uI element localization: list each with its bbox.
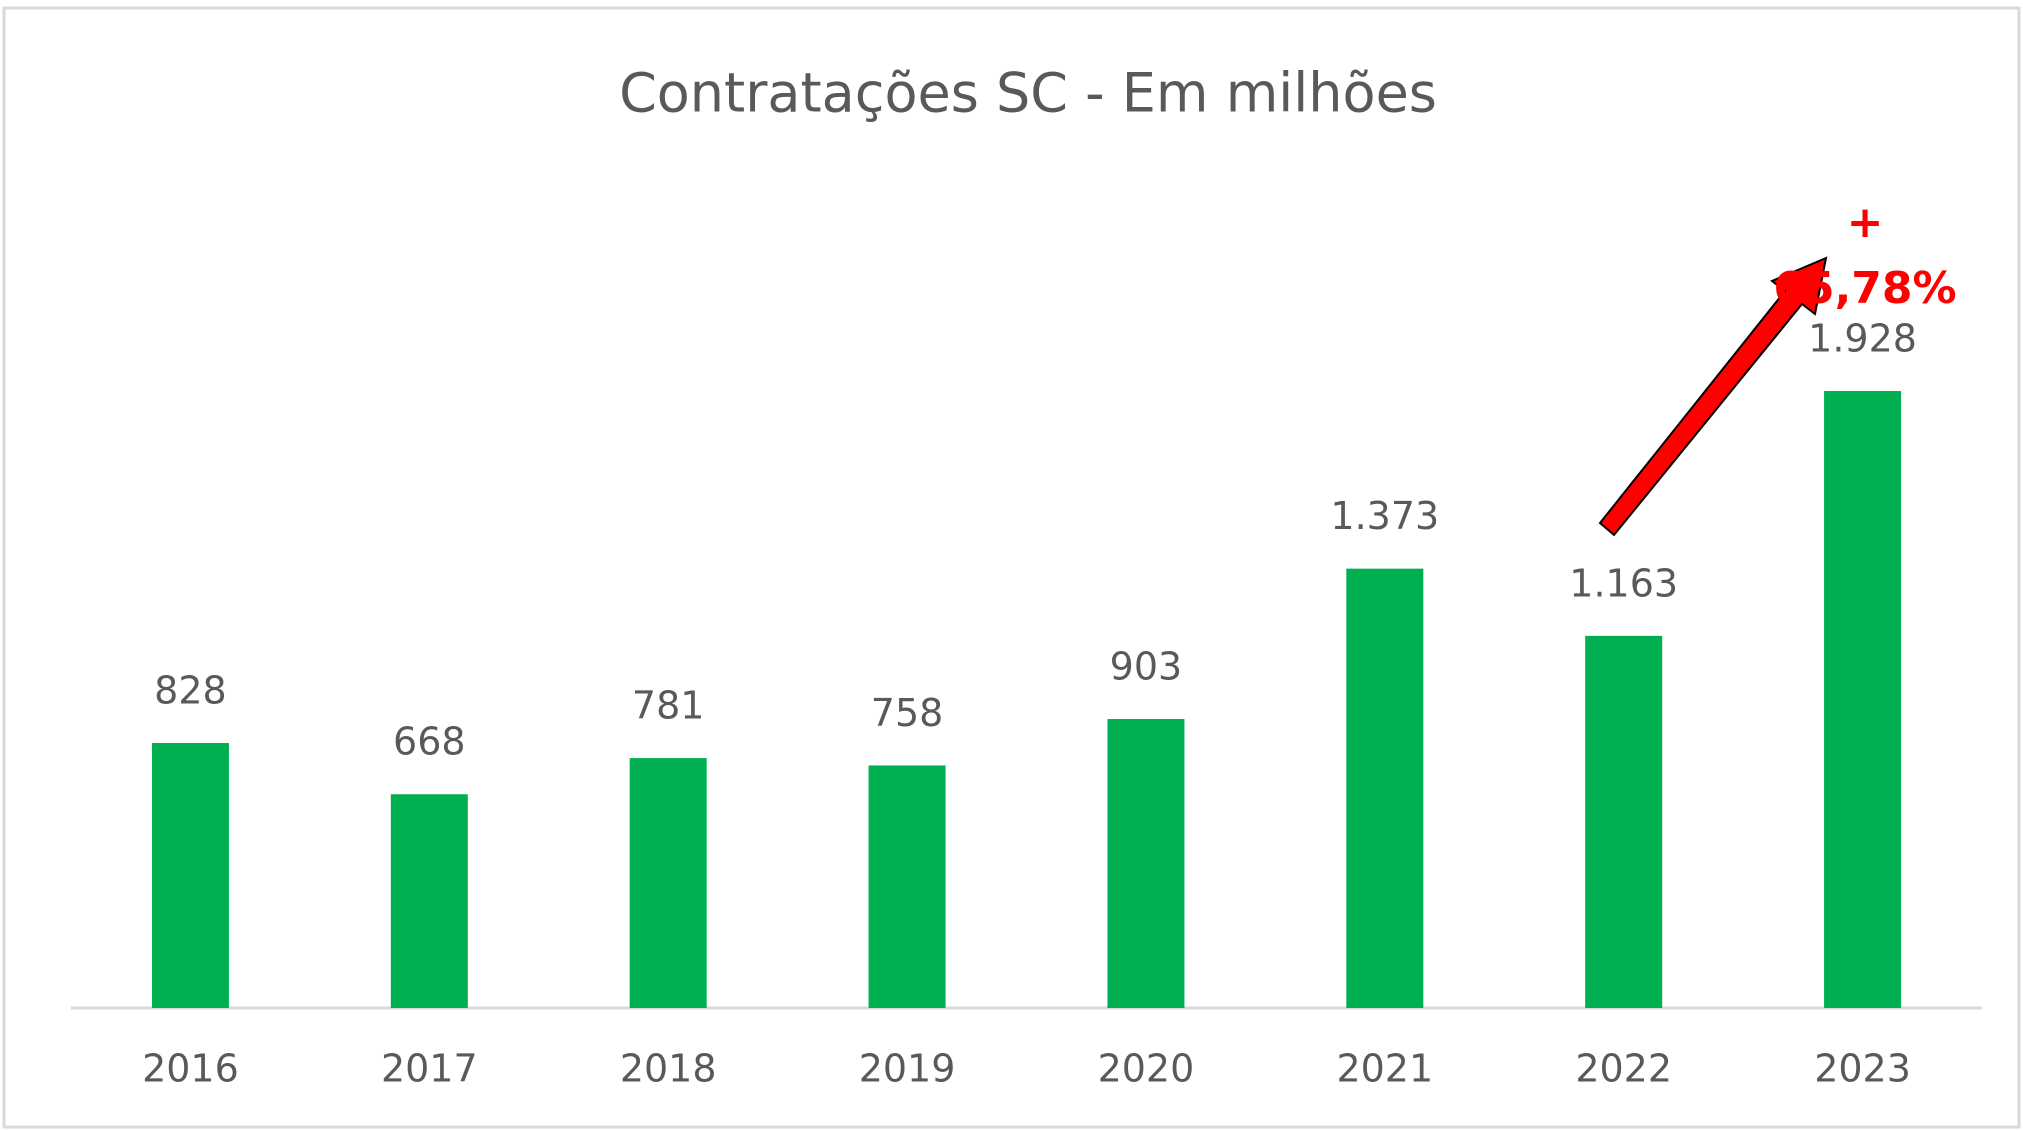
value-label: 1.373 (1330, 494, 1439, 538)
bar (151, 743, 229, 1008)
x-tick-label: 2017 (381, 1047, 478, 1091)
x-tick-label: 2023 (1814, 1047, 1911, 1091)
bar (1585, 635, 1663, 1008)
bar (1346, 568, 1424, 1008)
value-label: 1.163 (1569, 561, 1678, 605)
annotation: + 65,78% (1773, 197, 1957, 314)
x-tick-label: 2016 (142, 1047, 239, 1091)
x-tick-label: 2020 (1098, 1047, 1195, 1091)
arrow (1598, 256, 1828, 537)
chart-frame (2, 6, 2021, 1129)
x-tick-label: 2018 (620, 1047, 717, 1091)
value-label: 668 (393, 720, 466, 764)
x-tick-label: 2022 (1575, 1047, 1672, 1091)
bar (1824, 391, 1902, 1008)
bar (1107, 719, 1185, 1008)
value-label: 781 (632, 684, 705, 728)
x-tick-label: 2021 (1336, 1047, 1433, 1091)
value-label: 1.928 (1808, 317, 1917, 361)
value-label: 758 (871, 691, 944, 735)
chart-title: Contratações SC - Em milhões (619, 62, 1437, 125)
value-label: 828 (154, 669, 227, 713)
value-label: 903 (1110, 645, 1183, 689)
bar (868, 765, 946, 1008)
x-tick-label: 2019 (859, 1047, 956, 1091)
bar (629, 758, 707, 1008)
bar (390, 794, 468, 1008)
